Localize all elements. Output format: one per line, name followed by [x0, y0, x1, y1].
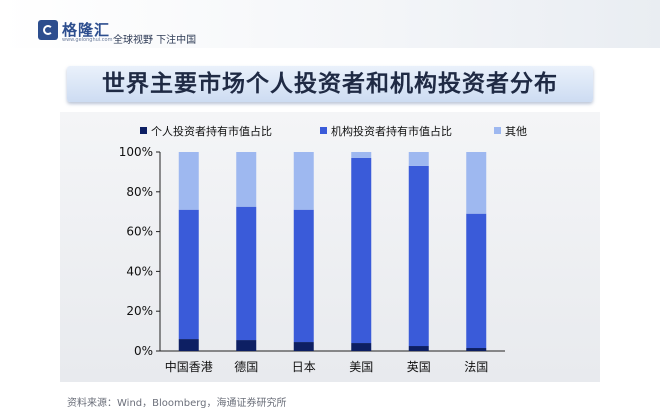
bar-segment: [236, 206, 257, 341]
chart-title: 世界主要市场个人投资者和机构投资者分布: [102, 71, 558, 97]
chart-panel: 个人投资者持有市值占比 机构投资者持有市值占比 其他 0% 20% 40% 60% 80% 10…: [60, 112, 600, 382]
bar-segment: [293, 342, 314, 351]
bar-segment: [408, 152, 429, 166]
y-tick-label: 80%: [126, 185, 153, 199]
bar-segment: [293, 152, 314, 210]
bar-segment: [466, 213, 487, 349]
legend-label: 其他: [505, 125, 527, 138]
y-tick-label: 0%: [134, 344, 153, 358]
bar-segment: [178, 339, 199, 351]
bar-segment: [408, 346, 429, 351]
bar-segment: [408, 165, 429, 347]
x-tick-label: 英国: [407, 360, 431, 374]
bar-segment: [466, 152, 487, 214]
bar-segment: [293, 209, 314, 343]
bar-segment: [351, 157, 372, 344]
y-tick-label: 20%: [126, 304, 153, 318]
x-tick-label: 中国香港: [165, 359, 213, 374]
bar-segment: [236, 340, 257, 351]
bar-segment: [466, 348, 487, 351]
bar-segment: [178, 152, 199, 210]
logo-name: 格隆汇: [62, 21, 111, 39]
stacked-bar-chart: 个人投资者持有市值占比 机构投资者持有市值占比 其他 0% 20% 40% 60% 80% 10…: [119, 124, 527, 374]
slogan: 全球视野 下注中国: [113, 35, 197, 46]
y-tick-label: 100%: [119, 145, 153, 159]
x-tick-label: 美国: [349, 360, 373, 374]
x-tick-label: 日本: [292, 360, 316, 374]
legend-swatch: [140, 127, 147, 134]
legend-label: 机构投资者持有市值占比: [331, 124, 452, 138]
source-note: 资料来源：Wind，Bloomberg，海通证券研究所: [67, 398, 287, 409]
bar-segment: [236, 152, 257, 207]
bar-segment: [351, 152, 372, 158]
y-tick-label: 40%: [126, 264, 153, 278]
bar-segment: [351, 343, 372, 351]
header-bar: 格隆汇 www.gelonghui.com 全球视野 下注中国: [0, 0, 660, 48]
bar-segment: [178, 209, 199, 340]
legend-swatch: [320, 127, 327, 134]
legend-label: 个人投资者持有市值占比: [151, 124, 272, 138]
logo-icon: [38, 20, 58, 40]
y-tick-label: 60%: [126, 225, 153, 239]
legend-swatch: [494, 127, 501, 134]
x-tick-label: 德国: [234, 359, 258, 374]
title-banner: 世界主要市场个人投资者和机构投资者分布: [67, 66, 593, 102]
logo-url: www.gelonghui.com: [62, 37, 113, 43]
x-tick-label: 法国: [464, 360, 488, 374]
